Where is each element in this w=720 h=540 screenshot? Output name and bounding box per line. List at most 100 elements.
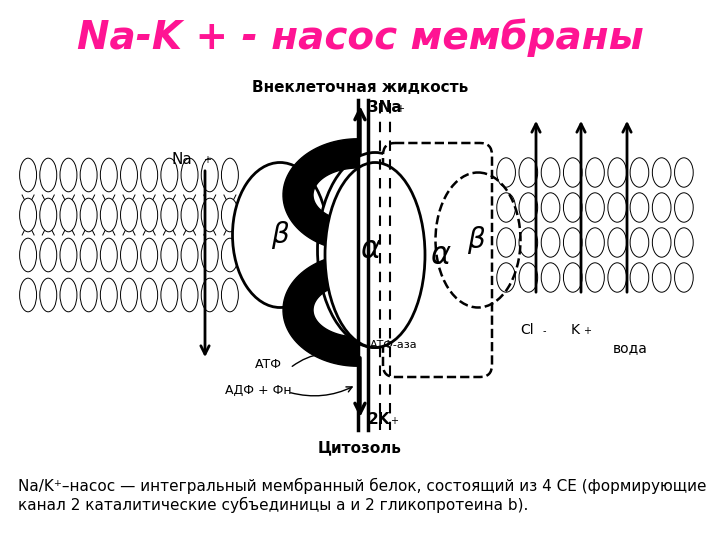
Ellipse shape bbox=[608, 228, 626, 257]
Ellipse shape bbox=[585, 263, 604, 292]
Polygon shape bbox=[283, 139, 358, 251]
Ellipse shape bbox=[140, 158, 158, 192]
Text: +: + bbox=[396, 104, 404, 114]
Text: -: - bbox=[543, 326, 546, 336]
Ellipse shape bbox=[519, 158, 538, 187]
Ellipse shape bbox=[19, 238, 37, 272]
Ellipse shape bbox=[19, 278, 37, 312]
Ellipse shape bbox=[630, 228, 649, 257]
Text: +: + bbox=[390, 416, 398, 426]
Ellipse shape bbox=[181, 158, 198, 192]
Ellipse shape bbox=[202, 198, 218, 232]
Ellipse shape bbox=[564, 158, 582, 187]
Ellipse shape bbox=[120, 198, 138, 232]
Ellipse shape bbox=[652, 263, 671, 292]
Ellipse shape bbox=[652, 158, 671, 187]
Ellipse shape bbox=[161, 278, 178, 312]
Text: Na-K + - насос мембраны: Na-K + - насос мембраны bbox=[76, 19, 644, 57]
Ellipse shape bbox=[100, 198, 117, 232]
Text: β: β bbox=[467, 226, 485, 254]
Ellipse shape bbox=[585, 158, 604, 187]
Polygon shape bbox=[283, 254, 358, 366]
Ellipse shape bbox=[40, 278, 57, 312]
Ellipse shape bbox=[585, 228, 604, 257]
Ellipse shape bbox=[202, 238, 218, 272]
Text: вода: вода bbox=[613, 341, 647, 355]
Ellipse shape bbox=[120, 158, 138, 192]
Text: Na: Na bbox=[171, 152, 192, 167]
Ellipse shape bbox=[40, 238, 57, 272]
Ellipse shape bbox=[222, 198, 238, 232]
Ellipse shape bbox=[541, 193, 560, 222]
Ellipse shape bbox=[585, 193, 604, 222]
Ellipse shape bbox=[161, 238, 178, 272]
Ellipse shape bbox=[519, 263, 538, 292]
Ellipse shape bbox=[181, 198, 198, 232]
Ellipse shape bbox=[100, 238, 117, 272]
Ellipse shape bbox=[325, 163, 425, 348]
Text: Цитозоль: Цитозоль bbox=[318, 441, 402, 456]
Ellipse shape bbox=[161, 158, 178, 192]
Ellipse shape bbox=[100, 158, 117, 192]
Ellipse shape bbox=[630, 193, 649, 222]
Ellipse shape bbox=[222, 158, 238, 192]
Ellipse shape bbox=[608, 193, 626, 222]
Text: α: α bbox=[360, 235, 380, 265]
Text: Внеклеточная жидкость: Внеклеточная жидкость bbox=[252, 80, 468, 96]
Ellipse shape bbox=[120, 238, 138, 272]
Text: α: α bbox=[430, 240, 450, 269]
Ellipse shape bbox=[608, 263, 626, 292]
Text: +: + bbox=[203, 155, 211, 165]
Ellipse shape bbox=[80, 158, 97, 192]
Ellipse shape bbox=[541, 158, 560, 187]
Ellipse shape bbox=[40, 158, 57, 192]
Ellipse shape bbox=[161, 198, 178, 232]
Ellipse shape bbox=[19, 158, 37, 192]
Ellipse shape bbox=[564, 228, 582, 257]
Ellipse shape bbox=[202, 278, 218, 312]
Text: 2K: 2K bbox=[368, 413, 390, 428]
Ellipse shape bbox=[675, 158, 693, 187]
Ellipse shape bbox=[100, 278, 117, 312]
Ellipse shape bbox=[19, 198, 37, 232]
Ellipse shape bbox=[140, 238, 158, 272]
Text: 3Na: 3Na bbox=[368, 100, 402, 116]
Text: Na/K⁺–насос — интегральный мембранный белок, состоящий из 4 СЕ (формирующие
кана: Na/K⁺–насос — интегральный мембранный бе… bbox=[18, 478, 706, 513]
Text: АТФ: АТФ bbox=[255, 359, 282, 372]
Ellipse shape bbox=[60, 158, 77, 192]
Ellipse shape bbox=[652, 193, 671, 222]
FancyBboxPatch shape bbox=[383, 143, 492, 377]
Ellipse shape bbox=[541, 228, 560, 257]
Ellipse shape bbox=[630, 263, 649, 292]
Ellipse shape bbox=[497, 193, 516, 222]
Ellipse shape bbox=[140, 278, 158, 312]
Text: АДФ + Фн: АДФ + Фн bbox=[225, 383, 292, 396]
Ellipse shape bbox=[318, 152, 433, 348]
Ellipse shape bbox=[181, 238, 198, 272]
Ellipse shape bbox=[80, 278, 97, 312]
Text: β: β bbox=[271, 221, 289, 249]
Ellipse shape bbox=[675, 263, 693, 292]
Ellipse shape bbox=[630, 158, 649, 187]
Ellipse shape bbox=[497, 263, 516, 292]
Text: K: K bbox=[570, 323, 580, 337]
Ellipse shape bbox=[497, 158, 516, 187]
Text: +: + bbox=[583, 326, 591, 336]
Ellipse shape bbox=[233, 163, 328, 307]
Ellipse shape bbox=[40, 198, 57, 232]
Ellipse shape bbox=[519, 193, 538, 222]
Ellipse shape bbox=[60, 238, 77, 272]
Ellipse shape bbox=[675, 193, 693, 222]
Text: АТФ-аза: АТФ-аза bbox=[370, 340, 418, 350]
Ellipse shape bbox=[541, 263, 560, 292]
Ellipse shape bbox=[222, 238, 238, 272]
Ellipse shape bbox=[120, 278, 138, 312]
Ellipse shape bbox=[80, 238, 97, 272]
Ellipse shape bbox=[80, 198, 97, 232]
Ellipse shape bbox=[181, 278, 198, 312]
Ellipse shape bbox=[564, 193, 582, 222]
Ellipse shape bbox=[564, 263, 582, 292]
Ellipse shape bbox=[675, 228, 693, 257]
Ellipse shape bbox=[222, 278, 238, 312]
Ellipse shape bbox=[519, 228, 538, 257]
